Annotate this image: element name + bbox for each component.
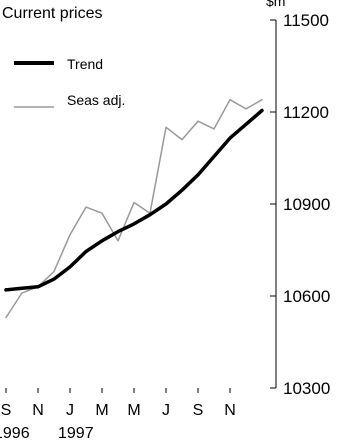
x-tick-label: S [1,402,12,419]
x-tick-label: N [224,402,236,419]
y-tick-label: 11500 [283,11,329,30]
x-tick-label: S [193,402,204,419]
series-seas-adj-line [5,98,263,319]
chart-title: Current prices [2,5,102,22]
legend-seas-adj-label: Seas adj. [67,92,125,108]
x-year-label: 1996 [0,425,30,442]
x-tick-label: M [95,402,108,419]
series-trend-line [4,108,264,292]
legend-trend-label: Trend [67,56,103,72]
legend: Trend Seas adj. [14,56,125,108]
x-tick-label: M [127,402,140,419]
x-axis: SNJMMJSN19961997 [0,388,236,442]
x-tick-label: N [32,402,44,419]
y-tick-label: 10600 [283,287,330,306]
y-axis: 11500 11200 10900 10600 10300 [270,11,330,398]
y-tick-label: 11200 [283,103,329,122]
x-tick-label: J [66,402,74,419]
y-axis-unit: $m [266,0,285,9]
x-tick-label: J [162,402,170,419]
y-tick-label: 10300 [283,379,330,398]
x-year-label: 1997 [58,425,94,442]
y-tick-label: 10900 [283,195,330,214]
series-layer [4,98,264,319]
